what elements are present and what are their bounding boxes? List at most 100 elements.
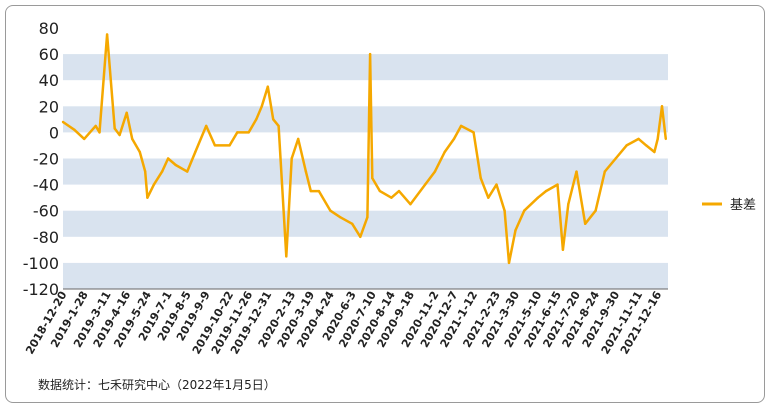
data-point <box>368 52 372 56</box>
data-point <box>423 183 427 186</box>
data-point <box>247 131 250 134</box>
data-point <box>285 255 288 258</box>
data-point <box>507 261 511 265</box>
legend[interactable]: 基差 <box>702 198 756 213</box>
data-point <box>625 144 628 147</box>
data-point <box>277 124 280 128</box>
data-point <box>228 144 231 147</box>
data-point <box>213 144 217 147</box>
data-point <box>397 189 401 193</box>
data-point <box>297 137 300 141</box>
y-tick-label: -60 <box>33 202 59 221</box>
data-point <box>452 137 456 141</box>
data-point <box>351 222 354 225</box>
data-point <box>266 85 269 88</box>
data-point <box>205 124 208 128</box>
data-point <box>272 118 275 121</box>
data-point <box>260 105 263 108</box>
data-point <box>105 33 109 36</box>
data-point <box>603 170 606 173</box>
data-point <box>664 137 667 141</box>
data-point <box>645 144 648 147</box>
data-point <box>83 137 86 141</box>
data-point <box>544 189 548 193</box>
data-point <box>138 150 141 154</box>
grid-bands <box>63 54 668 289</box>
data-point <box>329 209 332 212</box>
data-point <box>144 170 147 173</box>
y-tick-label: -20 <box>33 150 59 169</box>
data-point <box>594 209 597 212</box>
data-point <box>304 170 308 173</box>
data-point <box>152 183 156 186</box>
data-point <box>433 170 437 173</box>
data-point <box>495 183 498 186</box>
data-point <box>73 128 76 131</box>
data-point <box>166 157 170 160</box>
series-layer <box>61 33 668 265</box>
grid-band <box>63 54 668 81</box>
x-axis-ticks: 2018-12-202019-1-282019-3-112019-4-16201… <box>23 289 664 357</box>
data-point <box>113 127 116 130</box>
data-point <box>236 131 239 134</box>
y-tick-label: -80 <box>33 228 59 247</box>
data-point <box>290 157 293 160</box>
data-point <box>409 203 412 206</box>
data-point <box>317 189 321 193</box>
source-note: 数据统计：七禾研究中心（2022年1月5日） <box>38 378 276 392</box>
data-point <box>614 157 617 160</box>
data-point <box>378 189 382 193</box>
data-point <box>637 137 640 141</box>
data-point <box>472 131 475 134</box>
y-tick-label: 40 <box>39 71 59 90</box>
data-point <box>656 137 659 141</box>
data-point <box>186 170 189 173</box>
data-point <box>61 120 65 124</box>
data-point <box>160 170 164 173</box>
data-point <box>575 170 578 173</box>
data-point <box>118 133 121 137</box>
data-point <box>660 105 664 108</box>
y-tick-label: -120 <box>23 280 59 299</box>
series-line-0 <box>62 33 668 265</box>
data-point <box>366 216 369 219</box>
data-point <box>653 150 656 154</box>
data-point <box>487 196 490 199</box>
data-point <box>98 131 101 134</box>
y-tick-label: 20 <box>39 97 59 116</box>
data-point <box>479 176 482 180</box>
legend-label-basis: 基差 <box>730 198 756 213</box>
data-point <box>339 216 342 219</box>
data-point <box>459 124 463 128</box>
grid-band <box>63 158 668 185</box>
y-tick-label: -100 <box>23 254 59 273</box>
data-point <box>556 183 559 186</box>
y-tick-label: 60 <box>39 45 59 64</box>
data-point <box>523 209 526 212</box>
data-point <box>584 222 587 225</box>
data-point <box>146 196 149 199</box>
data-point <box>255 118 258 121</box>
data-point <box>514 229 517 232</box>
data-point <box>371 176 374 180</box>
data-point <box>503 209 506 212</box>
grid-band <box>63 106 668 133</box>
data-point <box>567 203 570 206</box>
y-tick-label: 80 <box>39 19 59 38</box>
data-point <box>536 196 540 199</box>
data-point <box>443 150 446 154</box>
data-point <box>94 124 97 128</box>
data-point <box>174 163 177 167</box>
data-point <box>125 111 128 115</box>
y-axis-ticks: 80 60 40 20 0 -20 -40 -60 -80 -100 -120 <box>23 19 59 299</box>
data-point <box>194 150 197 154</box>
data-point <box>131 137 134 141</box>
grid-band <box>63 262 668 289</box>
data-point <box>309 189 312 193</box>
data-point <box>390 196 393 199</box>
data-point <box>359 235 362 238</box>
data-point <box>561 248 565 251</box>
y-tick-label: 0 <box>49 123 59 142</box>
y-tick-label: -40 <box>33 176 59 195</box>
